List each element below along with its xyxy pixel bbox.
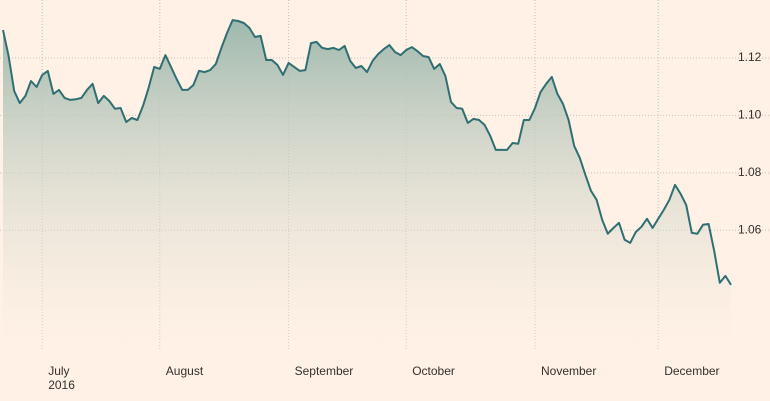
x-tick-label: October	[412, 364, 455, 378]
x-tick-label: December	[664, 364, 719, 378]
x-tick-label: August	[166, 364, 204, 378]
x-tick-label: July	[48, 364, 69, 378]
area	[3, 20, 731, 350]
x-year-label: 2016	[48, 378, 75, 392]
y-tick-label: 1.08	[738, 165, 762, 179]
x-tick-label: November	[541, 364, 596, 378]
y-tick-label: 1.06	[738, 222, 762, 236]
y-tick-label: 1.10	[738, 108, 762, 122]
y-tick-label: 1.12	[738, 50, 762, 64]
line	[2, 19, 732, 286]
x-tick-label: September	[295, 364, 354, 378]
